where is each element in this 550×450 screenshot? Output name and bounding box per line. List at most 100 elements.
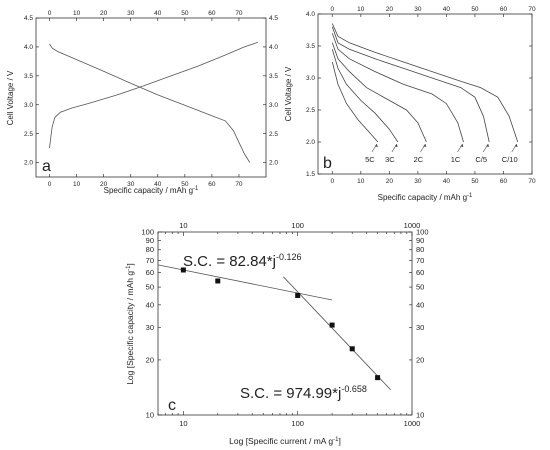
x-tick-label-top: 100 bbox=[291, 221, 304, 230]
y-tick-label-left: 50 bbox=[146, 283, 154, 292]
y-tick-label-left: 10 bbox=[146, 411, 154, 420]
panel-c-annotation-1: S.C. = 82.84*j-0.126 bbox=[183, 252, 302, 270]
x-tick-label-top: 10 bbox=[73, 10, 81, 17]
x-tick-label-top: 0 bbox=[330, 6, 334, 13]
panel-a-ticks: 0 0 10 10 20 20 30 30 40 40 50 50 60 60 70 70 2.0 2.0 2.5 2… bbox=[24, 10, 278, 188]
y-tick-label-left: 80 bbox=[146, 245, 154, 254]
y-tick-label-right: 80 bbox=[416, 245, 424, 254]
y-tick-label-left: 4.5 bbox=[24, 15, 33, 22]
x-tick-label-bottom: 1000 bbox=[404, 419, 421, 428]
y-tick-label-left: 4.0 bbox=[24, 44, 33, 51]
panel-c-data-point bbox=[329, 322, 335, 328]
panel-c-ylabel: Log [Specific capacity / mAh g-1] bbox=[125, 263, 135, 385]
panel-c-data-point bbox=[375, 375, 381, 381]
panel-c-data-point bbox=[180, 267, 186, 273]
y-tick-label-right: 100 bbox=[416, 228, 429, 237]
y-tick-label-left: 70 bbox=[146, 256, 154, 265]
y-tick-label-left: 30 bbox=[146, 323, 154, 332]
panel-b-arrowhead bbox=[423, 144, 427, 147]
y-tick-label-left: 40 bbox=[146, 300, 154, 309]
panel-b-rate-label: 3C bbox=[385, 155, 395, 164]
panel-b-rate-label: 5C bbox=[365, 155, 375, 164]
panel-c-letter: c bbox=[168, 397, 176, 414]
y-tick-label-left: 3.5 bbox=[306, 43, 315, 50]
panel-b-rate-label: 1C bbox=[451, 155, 461, 164]
x-tick-label-bottom: 70 bbox=[528, 178, 536, 185]
panel-b-curve-c-5 bbox=[331, 26, 490, 143]
y-tick-label-left: 90 bbox=[146, 236, 154, 245]
x-tick-label-bottom: 50 bbox=[181, 181, 189, 188]
x-tick-label-top: 30 bbox=[127, 10, 135, 17]
y-tick-label-right: 3.0 bbox=[269, 102, 278, 109]
y-tick-label-left: 3.5 bbox=[24, 73, 33, 80]
y-tick-label-right: 10 bbox=[416, 411, 424, 420]
x-tick-label-top: 10 bbox=[179, 221, 187, 230]
x-tick-label-top: 10 bbox=[357, 6, 365, 13]
panel-b-ticks: 0 0 10 10 20 20 30 30 40 40 50 50 60 60 70 70 1.5 2.0 2.5 3… bbox=[306, 6, 536, 185]
x-tick-label-bottom: 30 bbox=[127, 181, 135, 188]
panel-a-frame bbox=[35, 17, 267, 178]
panel-b-curve-1c bbox=[331, 33, 464, 143]
y-tick-label-right: 20 bbox=[416, 355, 424, 364]
x-tick-label-bottom: 40 bbox=[443, 178, 451, 185]
panel-b-frame bbox=[317, 13, 533, 175]
panel-b-arrowhead bbox=[460, 144, 464, 147]
x-tick-label-top: 40 bbox=[443, 6, 451, 13]
x-tick-label-bottom: 20 bbox=[386, 178, 394, 185]
x-tick-label-top: 60 bbox=[208, 10, 216, 17]
panel-b-arrowhead bbox=[374, 144, 378, 147]
y-tick-label-left: 2.5 bbox=[306, 107, 315, 114]
y-tick-label-left: 4.0 bbox=[306, 11, 315, 18]
x-tick-label-bottom: 10 bbox=[357, 178, 365, 185]
x-tick-label-top: 70 bbox=[235, 10, 243, 17]
x-tick-label-bottom: 60 bbox=[500, 178, 508, 185]
y-tick-label-left: 100 bbox=[141, 228, 154, 237]
panel-b-rate-labels: 5C 3C 2C 1C C/5 C/10 bbox=[365, 143, 518, 164]
panel-b-arrowhead bbox=[514, 144, 518, 147]
x-tick-label-top: 20 bbox=[386, 6, 394, 13]
panel-a-xlabel: Specific capacity / mAh g-1 bbox=[104, 186, 199, 195]
y-tick-label-right: 40 bbox=[416, 300, 424, 309]
x-tick-label-top: 20 bbox=[100, 10, 108, 17]
x-tick-label-bottom: 0 bbox=[330, 178, 334, 185]
panel-c-data-point bbox=[295, 292, 301, 298]
x-tick-label-top: 70 bbox=[528, 6, 536, 13]
x-tick-label-top: 50 bbox=[181, 10, 189, 17]
panel-b-curve-3c bbox=[331, 49, 399, 143]
panel-b-ylabel: Cell Voltage / V bbox=[284, 66, 293, 121]
panel-c-fit-line-1 bbox=[157, 264, 333, 301]
y-tick-label-left: 3.0 bbox=[306, 75, 315, 82]
x-tick-label-bottom: 60 bbox=[208, 181, 216, 188]
panel-b-curves bbox=[331, 23, 519, 143]
panel-c-data-point bbox=[349, 346, 355, 352]
y-tick-label-left: 60 bbox=[146, 268, 154, 277]
y-tick-label-left: 2.0 bbox=[306, 139, 315, 146]
panel-a-ylabel: Cell Voltage / V bbox=[6, 70, 15, 125]
y-tick-label-right: 90 bbox=[416, 236, 424, 245]
panel-b-rate-label: C/5 bbox=[475, 155, 487, 164]
panel-b-arrowhead bbox=[486, 144, 489, 147]
x-tick-label-bottom: 10 bbox=[179, 419, 187, 428]
panel-b-curve-5c bbox=[331, 61, 379, 143]
y-tick-label-left: 20 bbox=[146, 355, 154, 364]
panel-c-xlabel: Log [Specific current / mA g-1] bbox=[229, 436, 341, 446]
panel-c-points bbox=[180, 267, 381, 381]
y-tick-label-right: 2.0 bbox=[269, 160, 278, 167]
panel-b-rate-label: C/10 bbox=[502, 155, 518, 164]
y-tick-label-left: 3.0 bbox=[24, 102, 33, 109]
y-tick-label-right: 3.5 bbox=[269, 73, 278, 80]
x-tick-label-bottom: 40 bbox=[154, 181, 162, 188]
y-tick-label-right: 50 bbox=[416, 283, 424, 292]
y-tick-label-right: 2.5 bbox=[269, 131, 278, 138]
panel-a-letter: a bbox=[42, 158, 51, 175]
y-tick-label-right: 60 bbox=[416, 268, 424, 277]
panel-a: 0 0 10 10 20 20 30 30 40 40 50 50 60 60 70 70 2.0 2.0 2.5 2… bbox=[6, 10, 278, 195]
y-tick-label-right: 4.0 bbox=[269, 44, 278, 51]
x-tick-label-bottom: 50 bbox=[471, 178, 479, 185]
x-tick-label-bottom: 0 bbox=[48, 181, 52, 188]
x-tick-label-top: 0 bbox=[48, 10, 52, 17]
panel-b: 0 0 10 10 20 20 30 30 40 40 50 50 60 60 70 70 1.5 2.0 2.5 3… bbox=[284, 6, 536, 202]
